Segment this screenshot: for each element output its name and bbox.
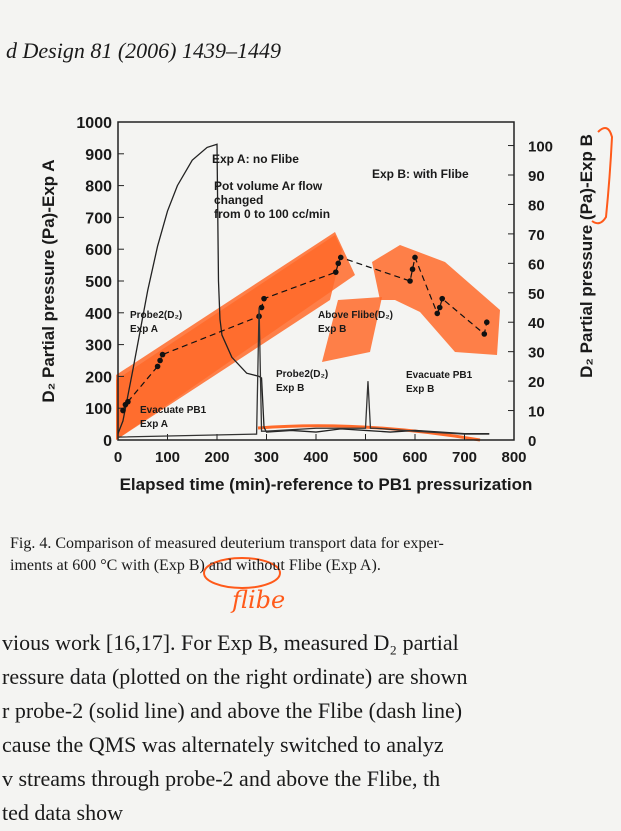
y2-tick-label: 30 [528,345,545,362]
body-line: vious work [16,17]. For Exp B, measured … [2,630,459,655]
x-tick-label: 800 [501,449,526,466]
annotation: Exp A [140,419,168,430]
y-tick-label: 1000 [76,115,112,132]
annotation: Probe2(D₂) [276,369,328,380]
data-point [120,408,126,414]
page: {"header":"d Design 81 (2006) 1439–1449"… [0,0,621,831]
y2-tick-label: 20 [528,374,545,391]
data-point [434,311,440,317]
y-tick-label: 300 [85,338,112,355]
annotation: Above Flibe(D₂) [318,310,393,321]
page-photo: d Design 81 (2006) 1439–1449 flibe 01002… [0,0,621,831]
x-axis-label: Elapsed time (min)-reference to PB1 pres… [120,475,533,494]
x-tick-label: 0 [114,449,122,466]
data-point [335,261,341,267]
body-line: v streams through probe-2 and above the … [2,766,440,791]
handwriting: flibe [230,586,285,614]
annotation: Exp A [130,324,158,335]
data-point [333,269,339,275]
data-point [410,266,416,272]
annotation: Probe2(D₂) [130,310,182,321]
y2-tick-label: 40 [528,315,545,332]
body-line: ted data show [2,800,123,825]
data-point [407,278,413,284]
y2-tick-label: 90 [528,168,545,185]
caption-line: iments at 600 °C with (Exp B) and withou… [10,557,381,574]
annotation: Pot volume Ar flow [214,179,323,193]
y2-axis-label: D₂ Partial pressure (Pa)-Exp B [577,134,596,378]
annotation: from 0 to 100 cc/min [214,207,330,221]
y-tick-label: 600 [85,242,112,259]
y-tick-label: 200 [85,369,112,386]
x-tick-label: 700 [452,449,477,466]
body-line: cause the QMS was alternately switched t… [2,732,444,757]
data-point [482,331,488,337]
y-tick-label: 700 [85,210,112,227]
body-line: r probe-2 (solid line) and above the Fli… [2,698,462,723]
x-tick-label: 400 [303,449,328,466]
y-tick-label: 0 [103,433,112,450]
annotation: Exp B [276,383,304,394]
data-point [160,352,166,358]
data-point [412,255,418,261]
annotation: Exp A: no Flibe [212,152,299,166]
data-point [157,358,163,364]
caption-line: Fig. 4. Comparison of measured deuterium… [10,535,444,552]
running-header: d Design 81 (2006) 1439–1449 [6,38,281,63]
x-tick-label: 500 [353,449,378,466]
annotation: Evacuate PB1 [406,370,473,381]
y-tick-label: 400 [85,306,112,323]
annotation: Exp B: with Flibe [372,167,469,181]
data-point [261,296,267,302]
y-tick-label: 900 [85,147,112,164]
data-point [125,399,131,405]
annotation: Exp B [318,324,346,335]
y2-tick-label: 50 [528,286,545,303]
annotation: changed [214,193,263,207]
data-point [484,319,490,325]
annotation: Exp B [406,384,434,395]
y2-tick-label: 70 [528,227,545,244]
y2-tick-label: 80 [528,197,545,214]
y-axis-label: D₂ Partial pressure (Pa)-Exp A [39,159,58,402]
data-point [439,296,445,302]
annotation: Evacuate PB1 [140,405,207,416]
data-point [155,364,161,370]
y-tick-label: 800 [85,179,112,196]
y-tick-label: 100 [85,401,112,418]
data-point [437,305,443,311]
x-tick-label: 300 [254,449,279,466]
y2-tick-label: 100 [528,139,553,156]
y2-tick-label: 60 [528,256,545,273]
x-tick-label: 600 [402,449,427,466]
x-tick-label: 100 [155,449,180,466]
data-point [338,255,344,261]
y2-tick-label: 10 [528,404,545,421]
x-tick-label: 200 [204,449,229,466]
y2-tick-label: 0 [528,433,536,450]
y-tick-label: 500 [85,274,112,291]
body-line: ressure data (plotted on the right ordin… [2,664,468,689]
